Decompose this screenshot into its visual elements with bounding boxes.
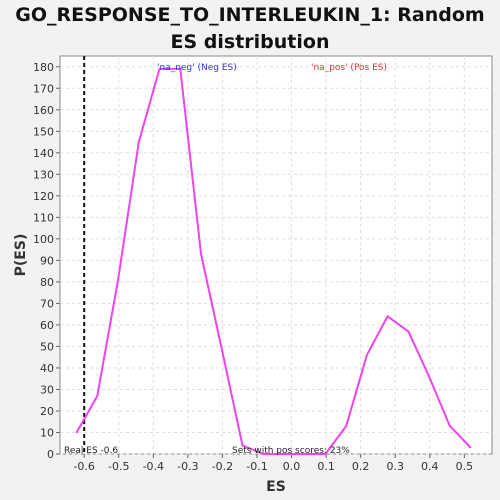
series-point [200, 253, 202, 255]
series-point [386, 315, 389, 318]
series-point [96, 395, 99, 397]
y-tick-label: 0 [47, 448, 54, 461]
x-tick-label: 0.0 [283, 460, 301, 473]
pos-scores-label: Sets with pos scores: 23% [232, 446, 350, 456]
y-tick-label: 150 [33, 125, 54, 138]
series-point [324, 453, 327, 455]
series-point [366, 354, 368, 356]
y-tick-label: 10 [40, 426, 54, 439]
y-tick-label: 170 [33, 82, 54, 95]
series-point [220, 347, 223, 350]
chart-title-line1: GO_RESPONSE_TO_INTERLEUKIN_1: Random [15, 4, 485, 26]
neg-es-legend: 'na_neg' (Neg ES) [157, 63, 237, 73]
y-tick-label: 30 [40, 383, 54, 396]
real-es-label: Real ES -0.6 [64, 446, 118, 456]
x-tick-label: 0.2 [352, 460, 370, 473]
y-tick-label: 110 [33, 211, 54, 224]
series-point [283, 453, 285, 455]
chart-title-line2: ES distribution [170, 31, 330, 53]
pos-es-legend: 'na_pos' (Pos ES) [311, 63, 387, 73]
series-point [75, 431, 78, 434]
plot-area [59, 55, 493, 455]
x-tick-label: -0.6 [73, 460, 94, 473]
y-tick-label: 160 [33, 104, 54, 117]
series-point [449, 425, 451, 427]
series-point [428, 375, 430, 378]
y-tick-label: 140 [33, 147, 54, 160]
series-points [75, 68, 472, 455]
x-tick-label: -0.4 [143, 460, 164, 473]
x-tick-label: 0.4 [421, 460, 439, 473]
series-point [137, 141, 140, 143]
x-tick-label: -0.5 [108, 460, 129, 473]
x-tick-label: 0.3 [386, 460, 404, 473]
x-tick-label: -0.2 [212, 460, 233, 473]
x-tick-label: -0.1 [246, 460, 267, 473]
es-distribution-line [75, 67, 472, 455]
x-axis-title: ES [266, 479, 286, 495]
grid-lines [60, 56, 492, 455]
y-tick-label: 80 [40, 276, 54, 289]
chart-title: GO_RESPONSE_TO_INTERLEUKIN_1: Random ES … [0, 2, 500, 56]
series-point [241, 444, 244, 447]
y-tick-label: 60 [40, 319, 54, 332]
series-point [469, 446, 472, 449]
series-point [345, 425, 347, 427]
y-axis-title: P(ES) [13, 234, 29, 277]
y-tick-label: 90 [40, 254, 54, 267]
y-tick-label: 40 [40, 362, 54, 375]
x-tick-label: -0.3 [177, 460, 198, 473]
series-point [407, 330, 410, 333]
y-tick-label: 180 [33, 61, 54, 74]
y-tick-label: 130 [33, 168, 54, 181]
series-point [117, 278, 119, 281]
x-axis-ticks: -0.6 -0.5 -0.4 -0.3 -0.2 -0.1 0.0 0.1 0.2 0.3 0.4 0… [73, 454, 473, 473]
y-tick-label: 70 [40, 297, 54, 310]
series-point [179, 68, 182, 70]
series-point [262, 453, 265, 455]
series-point [303, 453, 306, 455]
y-tick-label: 120 [33, 190, 54, 203]
x-tick-label: 0.1 [317, 460, 335, 473]
x-tick-label: 0.5 [456, 460, 474, 473]
y-axis-ticks: 0 10 20 30 40 50 60 70 80 90 100 110 120 130 140 150 160… [33, 61, 60, 461]
y-tick-label: 50 [40, 340, 54, 353]
y-tick-label: 20 [40, 405, 54, 418]
y-tick-label: 100 [33, 233, 54, 246]
series-point [158, 68, 161, 70]
